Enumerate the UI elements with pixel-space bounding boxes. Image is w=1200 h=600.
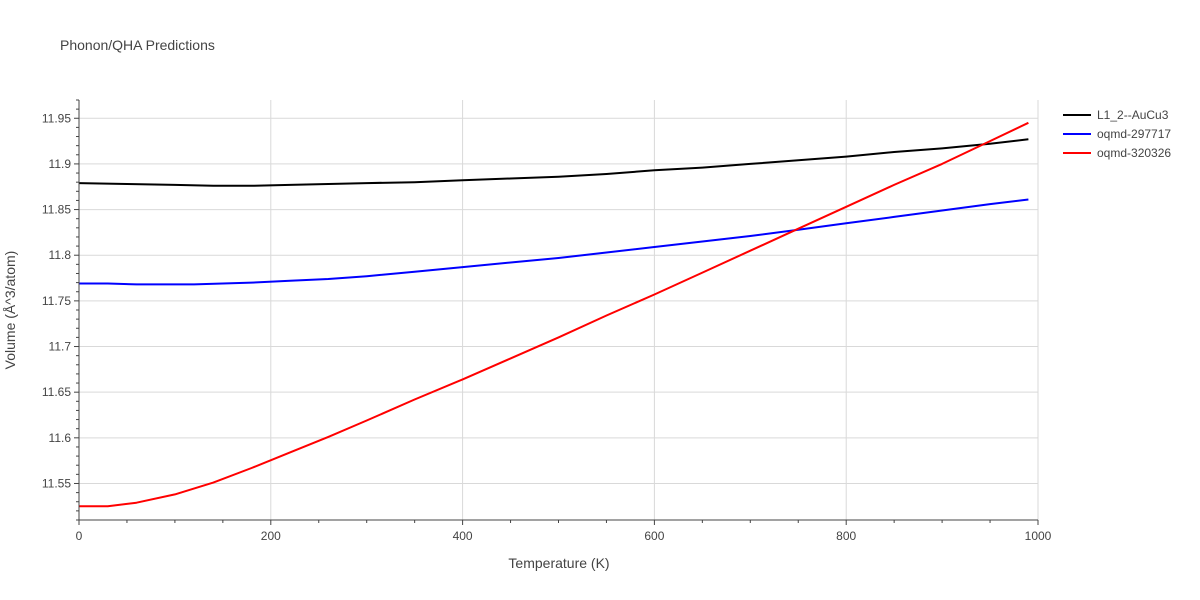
- y-tick-label: 11.75: [42, 294, 71, 308]
- x-tick-label: 400: [453, 529, 473, 543]
- series-lines: [78, 121, 1029, 508]
- y-tick-label: 11.6: [49, 431, 72, 445]
- x-tick-label: 0: [76, 529, 83, 543]
- axes: 0 200 400 600 800 1000 11.55 11.6 11.65 11.7 11.75…: [42, 99, 1052, 543]
- grid: [79, 100, 1039, 520]
- legend-item[interactable]: oqmd-297717: [1063, 127, 1171, 141]
- y-tick-label: 11.95: [42, 111, 71, 125]
- legend-label: L1_2--AuCu3: [1097, 108, 1169, 122]
- series-line-oqmd-297717: [79, 198, 1029, 286]
- legend-item[interactable]: oqmd-320326: [1063, 146, 1171, 160]
- x-tick-label: 600: [644, 529, 664, 543]
- legend-label: oqmd-320326: [1097, 146, 1171, 160]
- x-tick-label: 200: [261, 529, 281, 543]
- x-tick-label: 800: [836, 529, 856, 543]
- y-axis-title: Volume (Å^3/atom): [2, 251, 18, 370]
- legend[interactable]: L1_2--AuCu3 oqmd-297717 oqmd-320326: [1063, 108, 1171, 160]
- y-tick-label: 11.7: [49, 340, 72, 354]
- series-line-l1-2-aucu3: [78, 138, 1029, 187]
- series-line-oqmd-320326: [79, 121, 1029, 508]
- y-tick-label: 11.9: [49, 157, 72, 171]
- y-tick-label: 11.65: [42, 385, 71, 399]
- legend-label: oqmd-297717: [1097, 127, 1171, 141]
- y-tick-label: 11.8: [49, 248, 72, 262]
- x-axis-title: Temperature (K): [508, 555, 609, 571]
- y-tick-label: 11.55: [42, 476, 71, 490]
- legend-item[interactable]: L1_2--AuCu3: [1063, 108, 1169, 122]
- x-tick-label: 1000: [1025, 529, 1052, 543]
- chart-title: Phonon/QHA Predictions: [60, 37, 215, 53]
- y-tick-label: 11.85: [42, 203, 71, 217]
